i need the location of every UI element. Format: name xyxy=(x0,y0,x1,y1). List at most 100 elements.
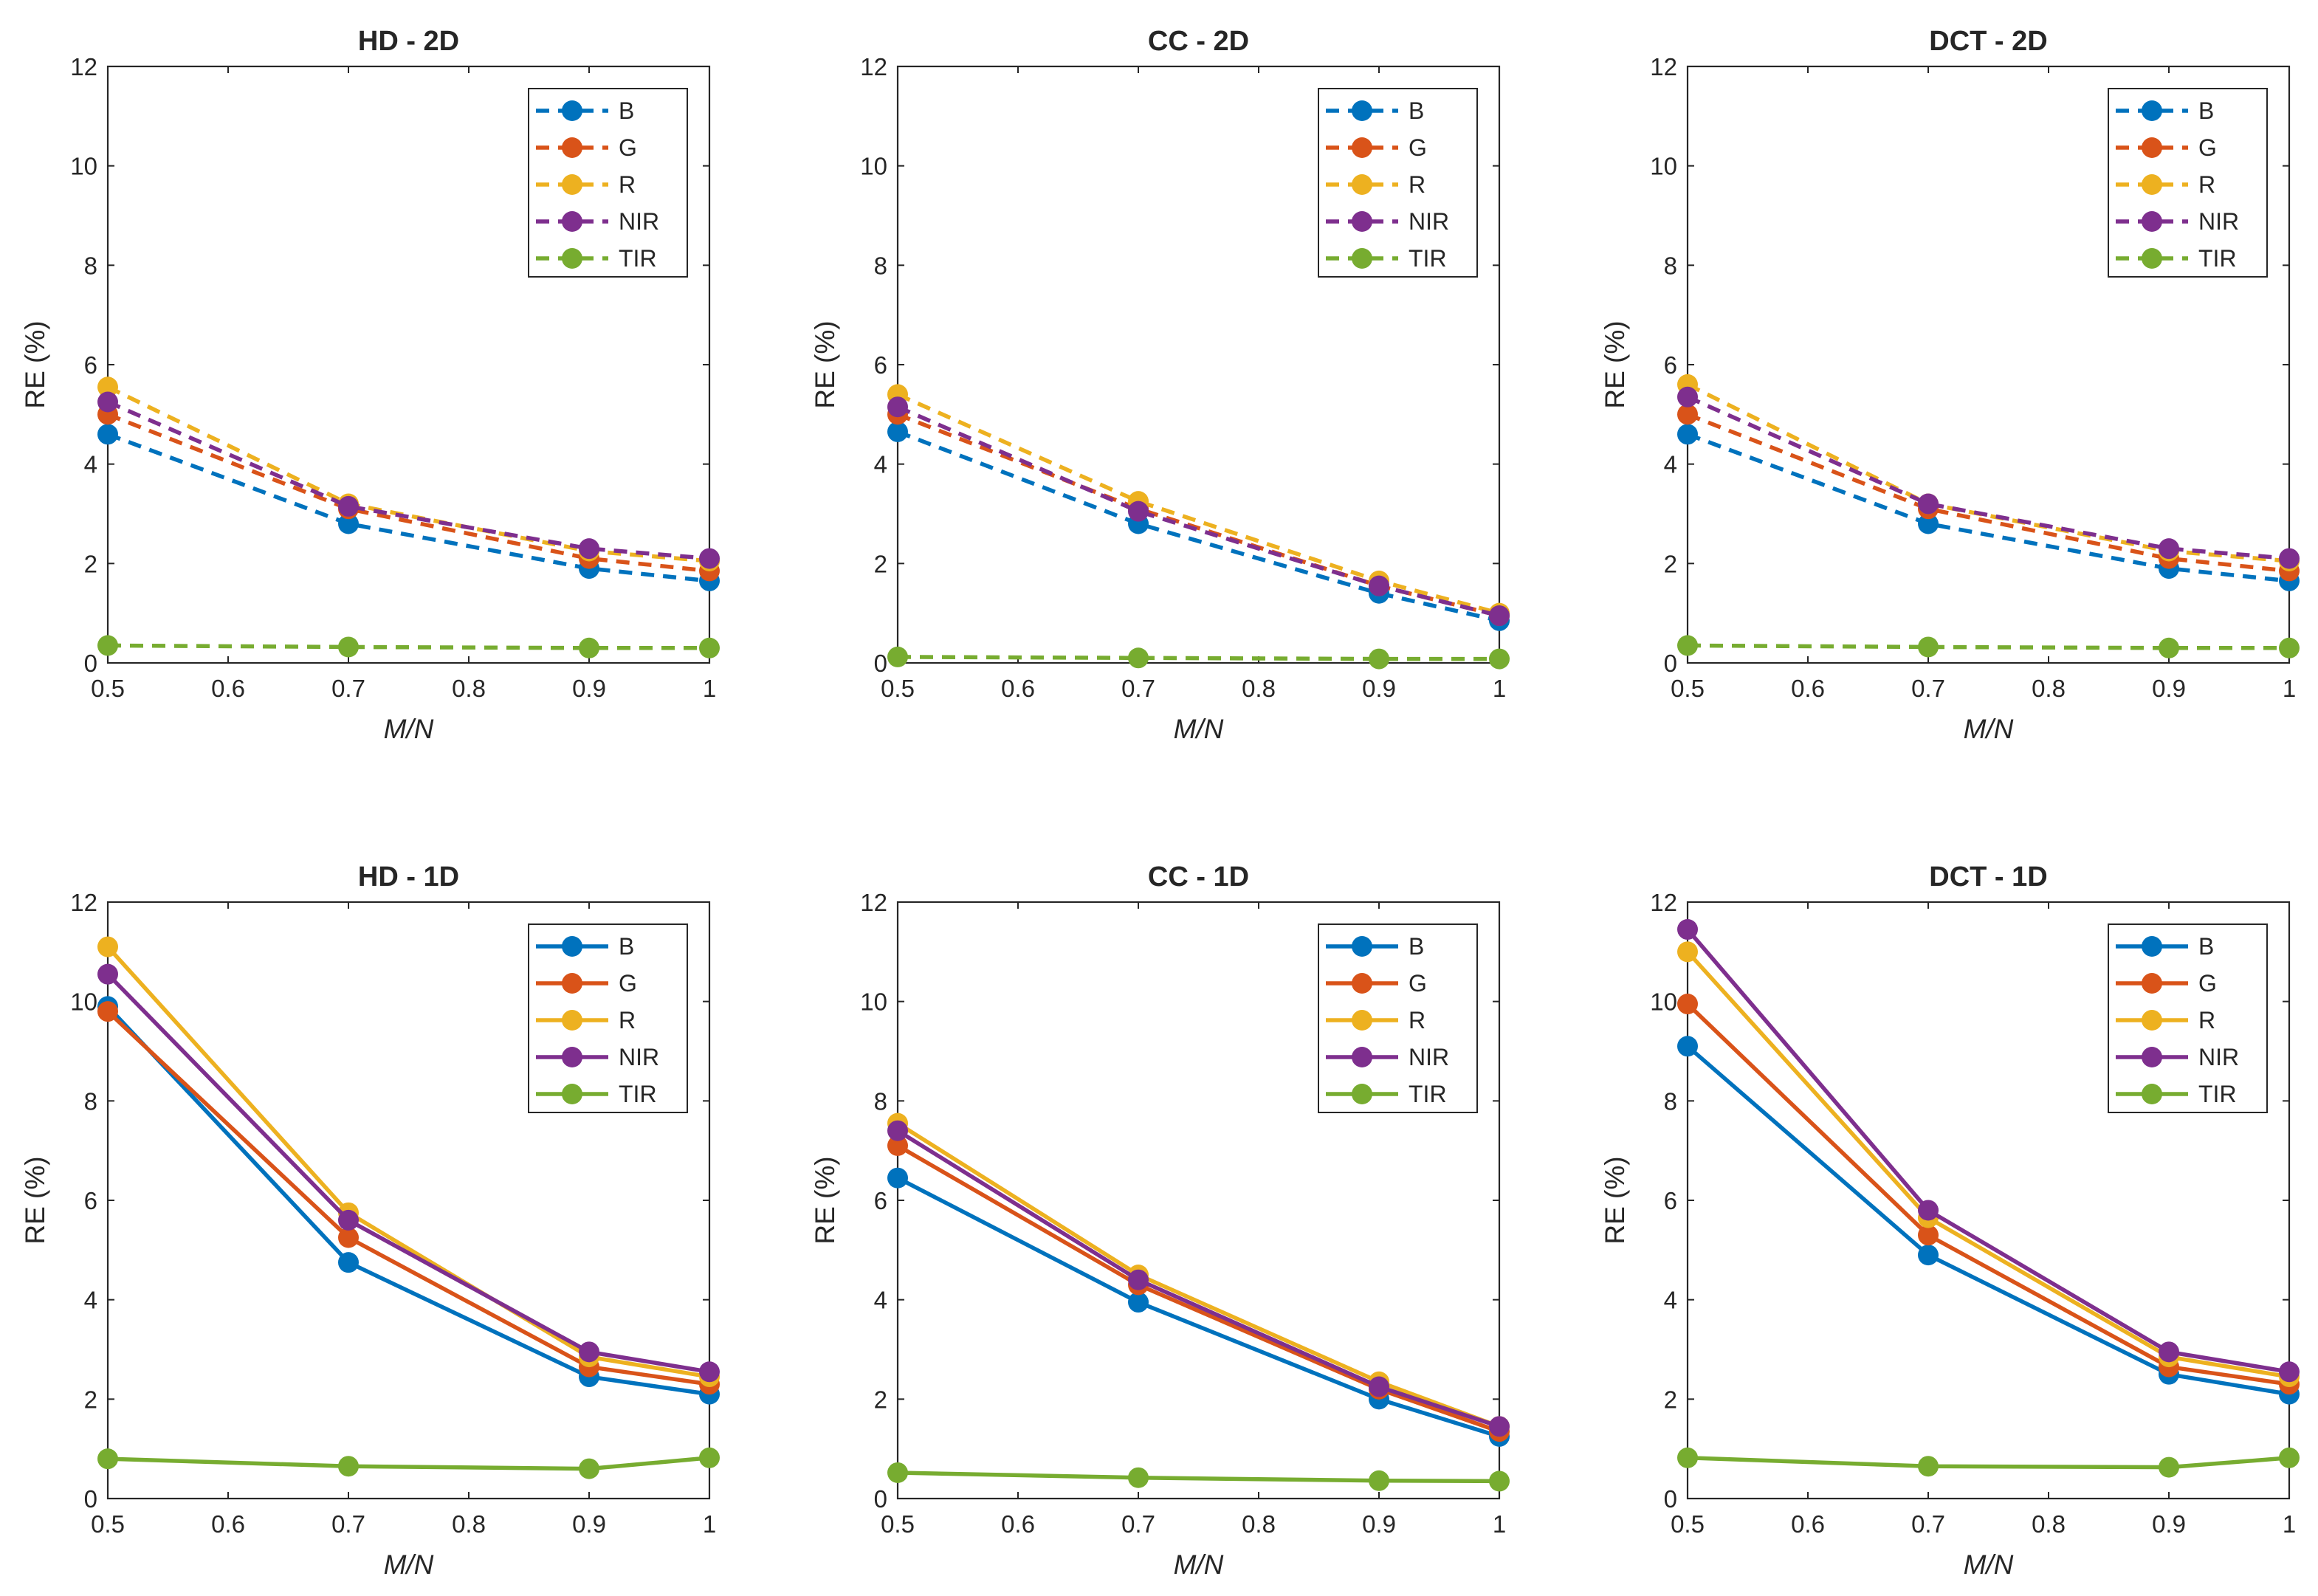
legend-marker xyxy=(562,1047,582,1067)
data-point-b xyxy=(338,513,359,534)
y-axis-label: RE (%) xyxy=(1600,1156,1630,1244)
x-tick-label: 0.5 xyxy=(1671,1510,1705,1538)
data-point-r xyxy=(97,936,118,957)
data-point-nir xyxy=(579,1341,599,1363)
data-point-tir xyxy=(579,1458,599,1479)
y-tick-label: 12 xyxy=(70,53,97,80)
series-line-g xyxy=(896,1143,1500,1434)
legend-label: R xyxy=(2198,1007,2215,1033)
legend-marker xyxy=(562,174,582,195)
legend-label: NIR xyxy=(619,208,659,235)
y-tick-label: 2 xyxy=(84,1386,97,1413)
data-point-nir xyxy=(1128,501,1149,522)
y-tick-label: 6 xyxy=(874,1187,887,1214)
series-line-b xyxy=(896,1176,1500,1439)
legend-label: B xyxy=(619,97,634,124)
y-tick-label: 6 xyxy=(84,351,97,379)
data-point-tir xyxy=(1369,648,1389,670)
y-tick-label: 8 xyxy=(874,252,887,279)
chart-title: HD - 1D xyxy=(358,861,459,892)
legend-label: G xyxy=(1409,970,1427,997)
legend-label: TIR xyxy=(2198,245,2237,272)
y-tick-label: 6 xyxy=(84,1187,97,1214)
x-tick-label: 0.5 xyxy=(1671,675,1705,702)
legend-marker xyxy=(562,973,582,994)
series-line-nir xyxy=(106,399,710,561)
legend-marker xyxy=(1352,1047,1372,1067)
y-tick-label: 2 xyxy=(84,550,97,577)
y-tick-label: 4 xyxy=(84,451,97,478)
data-point-b xyxy=(1677,424,1698,445)
series-line-r xyxy=(1686,382,2290,563)
data-point-g xyxy=(1677,994,1698,1015)
y-tick-label: 12 xyxy=(70,889,97,916)
y-tick-label: 12 xyxy=(860,889,887,916)
chart-title: CC - 2D xyxy=(1148,26,1249,57)
data-point-nir xyxy=(1489,1416,1510,1437)
y-tick-label: 0 xyxy=(874,650,887,677)
x-tick-label: 0.5 xyxy=(881,675,915,702)
legend-marker xyxy=(2142,936,2162,957)
data-point-nir xyxy=(1677,919,1698,940)
legend-label: TIR xyxy=(1409,245,1447,272)
series-line-r xyxy=(106,385,710,563)
series-line-g xyxy=(1686,1002,2290,1386)
y-tick-label: 12 xyxy=(860,53,887,80)
x-tick-label: 0.7 xyxy=(1121,675,1155,702)
series-line-tir xyxy=(107,643,709,650)
x-axis-label: M/N xyxy=(384,714,434,744)
y-tick-label: 2 xyxy=(874,1386,887,1413)
y-tick-label: 10 xyxy=(860,153,887,180)
y-tick-label: 12 xyxy=(1650,53,1677,80)
y-tick-label: 0 xyxy=(1664,650,1677,677)
legend-marker xyxy=(2142,1010,2162,1031)
data-point-nir xyxy=(699,548,720,569)
series-line-tir xyxy=(897,1471,1500,1484)
legend-label: NIR xyxy=(2198,1044,2239,1070)
y-tick-label: 8 xyxy=(874,1087,887,1115)
data-point-nir xyxy=(1677,386,1698,407)
x-tick-label: 0.9 xyxy=(1362,1510,1396,1538)
x-tick-label: 0.6 xyxy=(1001,675,1035,702)
legend-marker xyxy=(562,936,582,957)
series-line-nir xyxy=(106,972,710,1375)
data-point-nir xyxy=(699,1361,720,1383)
y-tick-label: 8 xyxy=(1664,252,1677,279)
data-point-nir xyxy=(1369,575,1389,596)
legend-label: B xyxy=(619,933,634,960)
data-point-g xyxy=(97,1001,118,1022)
chart-title: HD - 2D xyxy=(358,26,459,57)
legend: BGR NIR TIR xyxy=(2108,923,2268,1113)
legend-marker xyxy=(2142,1084,2162,1104)
legend-label: R xyxy=(2198,171,2215,198)
legend-label: B xyxy=(2198,97,2214,124)
chart-title: DCT - 2D xyxy=(1929,26,2047,57)
y-tick-label: 8 xyxy=(1664,1087,1677,1115)
x-tick-label: 0.8 xyxy=(1242,1510,1276,1538)
legend-marker xyxy=(2142,973,2162,994)
y-tick-label: 10 xyxy=(1650,153,1677,180)
y-tick-label: 12 xyxy=(1650,889,1677,916)
data-point-nir xyxy=(887,1120,908,1141)
data-point-nir xyxy=(579,538,599,560)
data-point-tir xyxy=(1918,1456,1939,1477)
legend-label: TIR xyxy=(2198,1081,2237,1107)
legend-marker xyxy=(562,1010,582,1031)
legend: BGR NIR TIR xyxy=(528,88,688,278)
series-line-b xyxy=(897,430,1500,623)
x-tick-label: 1 xyxy=(2283,1510,2296,1538)
legend-label: TIR xyxy=(619,1081,657,1107)
legend-marker xyxy=(1352,1010,1372,1031)
y-tick-label: 6 xyxy=(874,351,887,379)
x-tick-label: 1 xyxy=(1493,1510,1506,1538)
legend: BGR NIR TIR xyxy=(1318,88,1478,278)
x-tick-label: 0.6 xyxy=(1791,1510,1825,1538)
legend-label: G xyxy=(619,134,637,161)
legend-label: B xyxy=(1409,97,1424,124)
data-point-r xyxy=(97,376,118,398)
series-line-b xyxy=(1686,1045,2290,1397)
data-point-tir xyxy=(338,1456,359,1477)
data-point-tir xyxy=(1489,648,1510,670)
legend-marker xyxy=(2142,1047,2162,1067)
